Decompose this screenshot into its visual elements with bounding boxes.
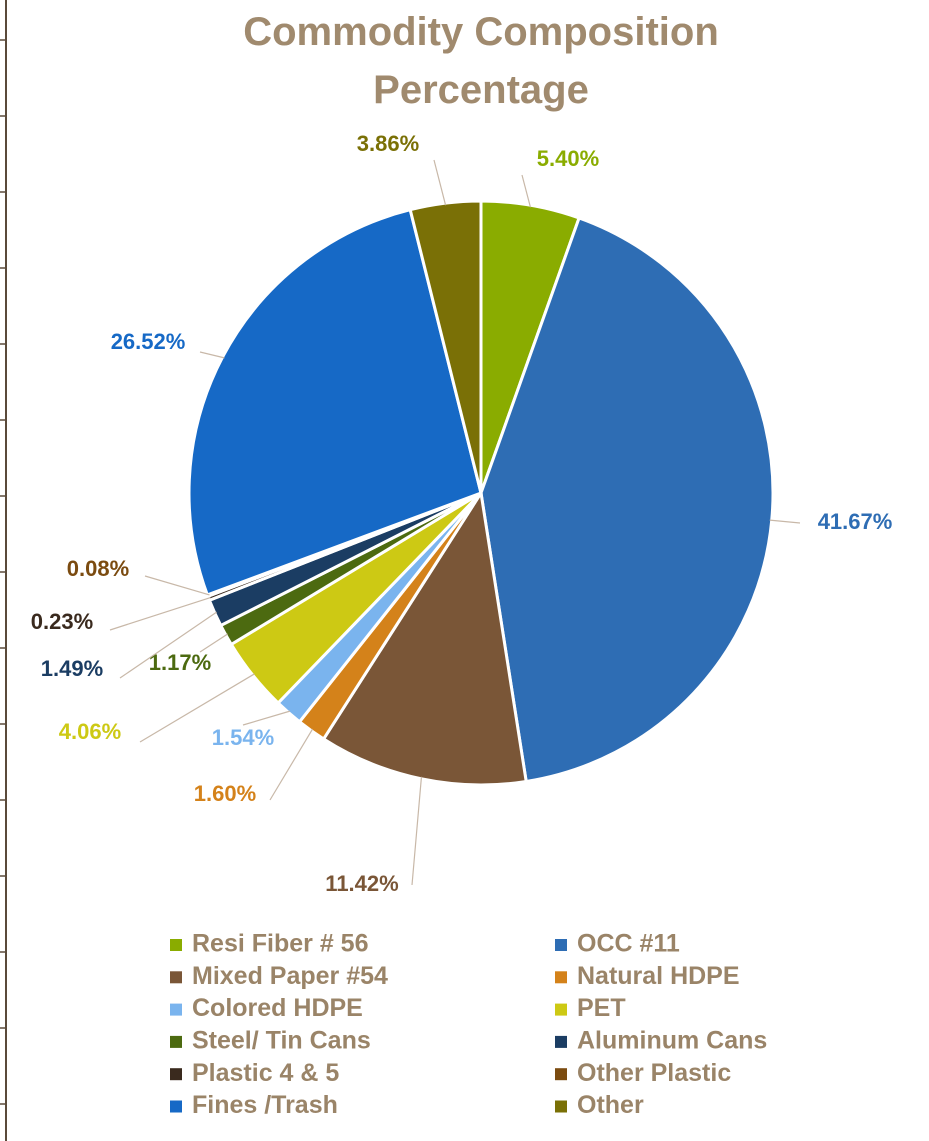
legend-swatch [170, 1003, 182, 1016]
data-label: 0.08% [67, 556, 129, 581]
leader-line [139, 673, 255, 743]
leader-line [433, 159, 447, 206]
legend-label: Other Plastic [577, 1059, 731, 1087]
legend-swatch [170, 1035, 182, 1048]
pie [187, 199, 775, 787]
legend-label: Plastic 4 & 5 [192, 1059, 339, 1087]
legend-label: Other [577, 1091, 644, 1119]
chart-title: Commodity Composition Percentage [243, 10, 719, 112]
legend-swatch [555, 1100, 567, 1113]
data-label: 1.60% [194, 781, 256, 806]
legend-swatch [555, 939, 567, 951]
data-label: 41.67% [818, 509, 893, 534]
data-label: 0.23% [31, 609, 93, 634]
leader-line [199, 633, 228, 653]
data-label: 26.52% [111, 329, 186, 354]
data-label: 1.49% [41, 656, 103, 681]
legend-swatch [555, 1068, 567, 1081]
data-label: 1.17% [149, 650, 211, 675]
legend-label: Colored HDPE [192, 994, 363, 1022]
leader-line [109, 597, 211, 631]
legend-swatch [170, 1068, 182, 1081]
legend-label: Mixed Paper #54 [192, 962, 388, 990]
leader-line [269, 728, 314, 801]
data-label: 5.40% [537, 146, 599, 171]
leader-line [411, 776, 423, 886]
legend-swatch [555, 1003, 567, 1016]
legend-label: PET [577, 994, 626, 1022]
legend-swatch [555, 971, 567, 984]
legend-label: Resi Fiber # 56 [192, 930, 368, 958]
legend-swatch [555, 1035, 567, 1048]
leader-line [144, 575, 210, 596]
leader-line [199, 351, 225, 359]
leader-line [769, 519, 801, 524]
data-label: 11.42% [325, 871, 398, 896]
legend-label: Aluminum Cans [577, 1027, 767, 1055]
legend-swatch [170, 971, 182, 984]
legend-swatch [170, 1100, 182, 1113]
leader-line [521, 174, 532, 208]
leader-line [242, 710, 291, 726]
legend-label: Steel/ Tin Cans [192, 1027, 371, 1055]
legend-label: Natural HDPE [577, 962, 740, 990]
data-label: 3.86% [357, 131, 419, 156]
legend-label: Fines /Trash [192, 1091, 338, 1119]
leader-line [119, 611, 217, 679]
data-label: 1.54% [212, 725, 274, 750]
legend-label: OCC #11 [577, 930, 680, 958]
data-label: 4.06% [59, 719, 121, 744]
legend-swatch [170, 939, 182, 951]
